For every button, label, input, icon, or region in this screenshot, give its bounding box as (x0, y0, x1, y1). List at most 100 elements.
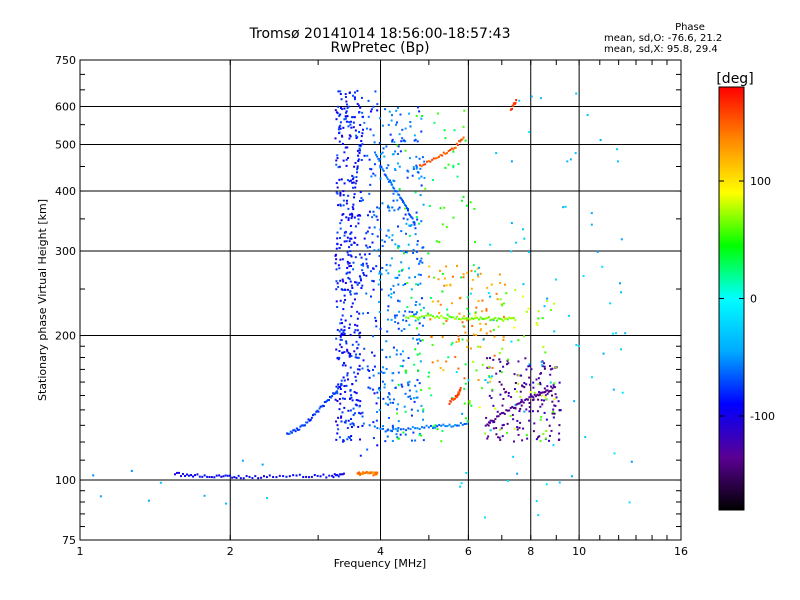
data-point (418, 157, 421, 160)
data-point (437, 112, 440, 115)
data-point (542, 391, 545, 394)
data-point (375, 419, 378, 422)
data-point (339, 127, 342, 130)
data-point (514, 404, 517, 407)
data-point (345, 103, 348, 106)
data-point (498, 358, 501, 361)
data-point (354, 281, 357, 284)
data-point (336, 473, 339, 476)
data-point (458, 390, 461, 393)
data-point (518, 99, 521, 102)
data-point (339, 106, 342, 109)
data-point (525, 398, 528, 401)
data-point (341, 440, 344, 443)
data-point (445, 284, 448, 287)
data-point (354, 323, 357, 326)
data-point (401, 385, 404, 388)
data-point (414, 439, 417, 442)
data-point (316, 409, 319, 412)
data-point (379, 166, 382, 169)
data-point (387, 272, 390, 275)
data-point (546, 300, 549, 303)
data-point (387, 428, 390, 431)
data-point (348, 91, 351, 94)
data-point (484, 323, 487, 326)
data-point (415, 283, 418, 286)
data-point (355, 176, 358, 179)
data-point (415, 114, 418, 117)
data-point (544, 394, 547, 397)
data-point (419, 167, 422, 170)
data-point (551, 387, 554, 390)
data-point (391, 140, 394, 143)
data-point (502, 319, 505, 322)
data-point (335, 391, 338, 394)
data-point (630, 460, 633, 463)
data-point (396, 144, 399, 147)
data-point (399, 433, 402, 436)
data-point (339, 90, 342, 93)
data-point (469, 292, 472, 295)
data-point (431, 361, 434, 364)
data-point (503, 283, 506, 286)
data-point (282, 475, 285, 478)
data-point (486, 423, 489, 426)
data-point (393, 398, 396, 401)
data-point (421, 114, 424, 117)
data-point (402, 284, 405, 287)
data-point (509, 317, 512, 320)
data-point (519, 407, 522, 410)
data-point (377, 396, 380, 399)
data-point (400, 197, 403, 200)
data-point (546, 392, 549, 395)
data-point (378, 409, 381, 412)
data-point (404, 149, 407, 152)
data-point (382, 397, 385, 400)
data-point (388, 236, 391, 239)
data-point (415, 338, 418, 341)
data-point (368, 369, 371, 372)
data-point (336, 305, 339, 308)
data-point (350, 264, 353, 267)
data-point (311, 414, 314, 417)
data-point (363, 237, 366, 240)
data-point (437, 300, 440, 303)
chart-subtitle: RwPretec (Bp) (330, 40, 430, 56)
data-point (344, 421, 347, 424)
data-point (549, 373, 552, 376)
data-point (536, 323, 539, 326)
data-point (420, 117, 423, 120)
data-point (537, 383, 540, 386)
data-point (351, 174, 354, 177)
data-point (324, 400, 327, 403)
data-point (391, 114, 394, 117)
data-point (450, 343, 453, 346)
data-point (381, 380, 384, 383)
data-point (339, 192, 342, 195)
data-point (392, 291, 395, 294)
data-point (484, 379, 487, 382)
data-point (337, 128, 340, 131)
data-point (461, 321, 464, 324)
data-point (393, 187, 396, 190)
data-point (541, 317, 544, 320)
data-point (498, 352, 501, 355)
data-point (360, 140, 363, 143)
data-point (415, 155, 418, 158)
data-point (489, 357, 492, 360)
data-point (372, 134, 375, 137)
data-point (492, 358, 495, 361)
data-point (393, 314, 396, 317)
data-point (431, 158, 434, 161)
data-point (444, 166, 447, 169)
data-point (355, 137, 358, 140)
data-point (379, 158, 382, 161)
data-point (489, 330, 492, 333)
data-point (396, 412, 399, 415)
data-point (335, 474, 338, 477)
data-point (394, 316, 397, 319)
data-point (495, 319, 498, 322)
data-point (408, 323, 411, 326)
data-point (508, 409, 511, 412)
data-point (458, 340, 461, 343)
